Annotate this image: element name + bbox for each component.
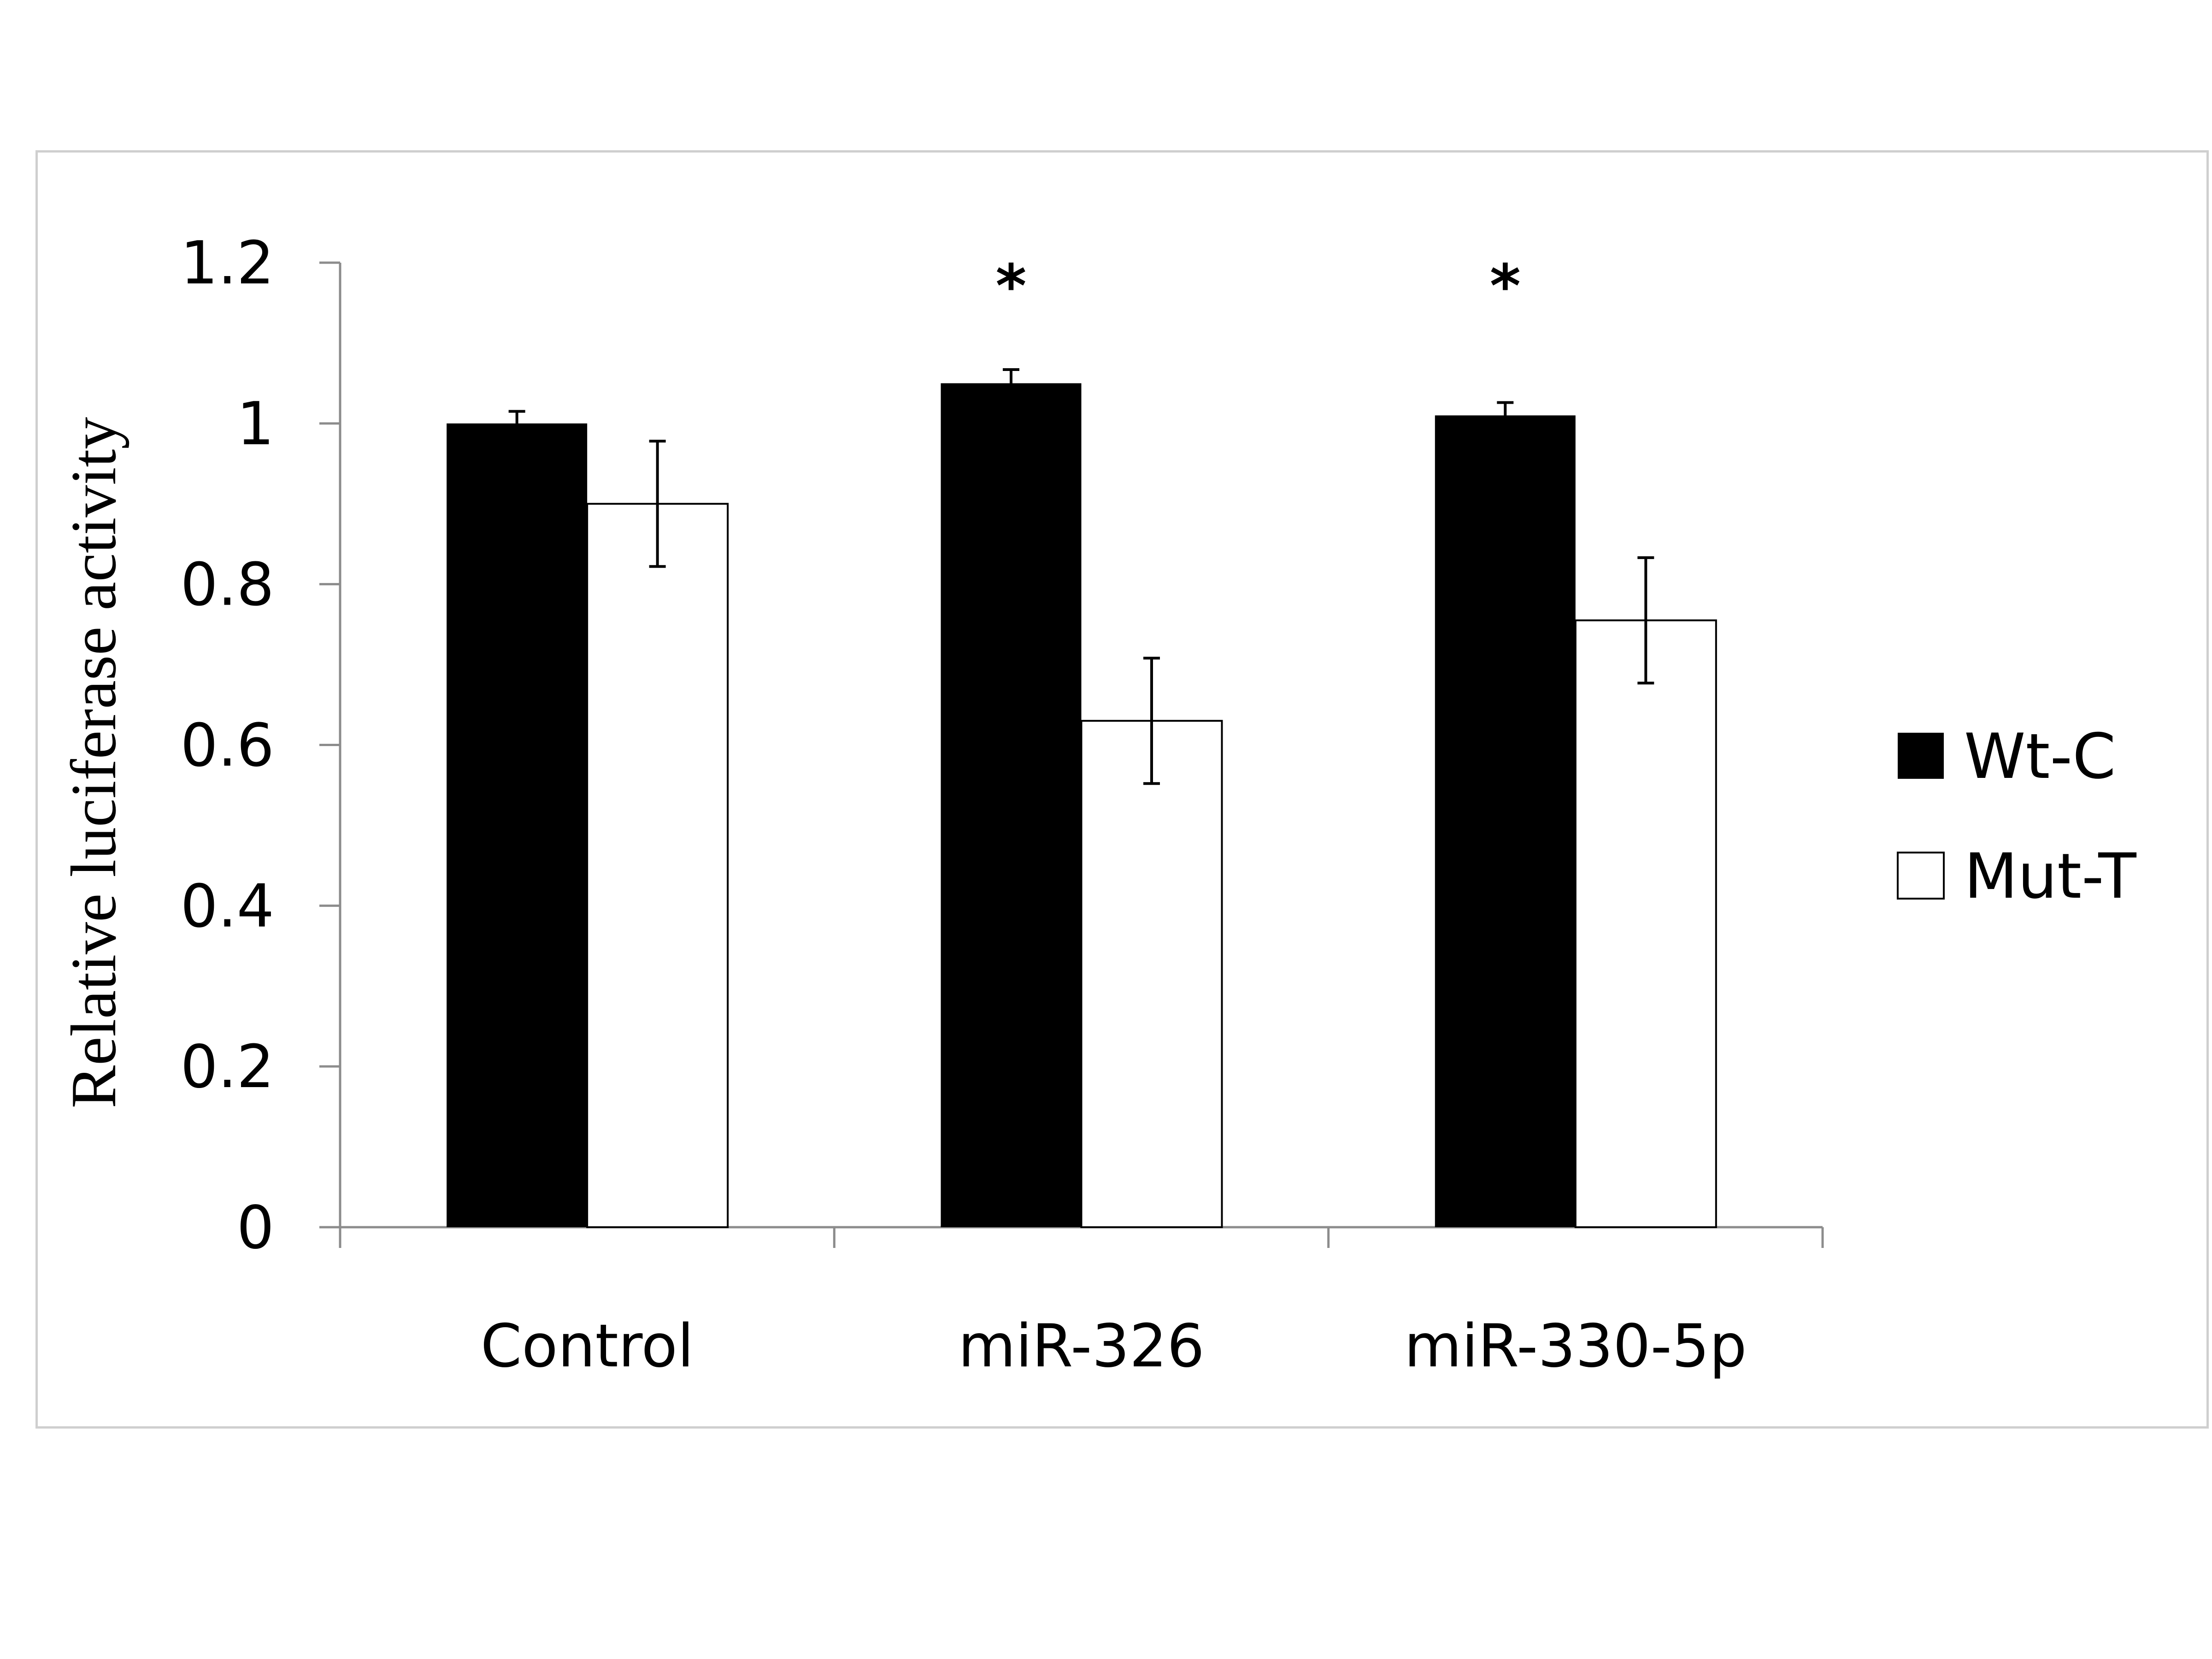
bar-wt-c-mir-326 bbox=[941, 383, 1082, 1227]
error-bar bbox=[1003, 368, 1019, 399]
x-tick-label: miR-326 bbox=[958, 1312, 1205, 1381]
y-tick-label: 0.2 bbox=[180, 1033, 274, 1101]
significance-asterisk: * bbox=[1490, 252, 1521, 321]
legend-swatch bbox=[1898, 733, 1944, 779]
y-axis: 0 0.2 0.4 0.6 0.8 1 1.2 bbox=[180, 229, 341, 1262]
y-tick-label: 0.8 bbox=[180, 551, 274, 619]
y-tick-label: 0.6 bbox=[180, 712, 274, 780]
y-axis-label: Relative luciferase activity bbox=[58, 417, 129, 1108]
legend-label: Wt-C bbox=[1964, 720, 2116, 793]
significance-annotations: * * bbox=[996, 252, 1521, 321]
y-tick-label: 0.4 bbox=[180, 872, 274, 941]
chart-frame bbox=[35, 150, 2209, 1429]
error-bar bbox=[649, 440, 666, 568]
x-tick-label: miR-330-5p bbox=[1404, 1312, 1747, 1381]
error-bars bbox=[508, 368, 1654, 785]
error-bar bbox=[1143, 657, 1160, 785]
x-tick-label: Control bbox=[481, 1312, 694, 1381]
legend-item: Wt-C bbox=[1898, 720, 2116, 793]
legend-swatch bbox=[1897, 852, 1945, 900]
y-tick-label: 1 bbox=[237, 390, 274, 459]
bar-mut-t-control bbox=[586, 503, 729, 1228]
error-bar bbox=[1637, 556, 1654, 685]
error-bar bbox=[1497, 401, 1514, 430]
bar-wt-c-control bbox=[447, 423, 588, 1228]
bars bbox=[447, 383, 1717, 1228]
x-axis: Control miR-326 miR-330-5p bbox=[339, 1226, 1824, 1381]
bar-mut-t-mir-330-5p bbox=[1574, 619, 1717, 1228]
legend-item: Mut-T bbox=[1897, 840, 2136, 912]
bar-wt-c-mir-330-5p bbox=[1435, 415, 1576, 1228]
y-tick-label: 1.2 bbox=[180, 229, 274, 298]
legend-label: Mut-T bbox=[1964, 840, 2136, 912]
legend: Wt-C Mut-T bbox=[1897, 720, 2136, 912]
error-bar bbox=[508, 410, 525, 437]
bar-mut-t-mir-326 bbox=[1080, 720, 1223, 1228]
significance-asterisk: * bbox=[996, 252, 1027, 321]
y-tick-label: 0 bbox=[237, 1194, 274, 1262]
